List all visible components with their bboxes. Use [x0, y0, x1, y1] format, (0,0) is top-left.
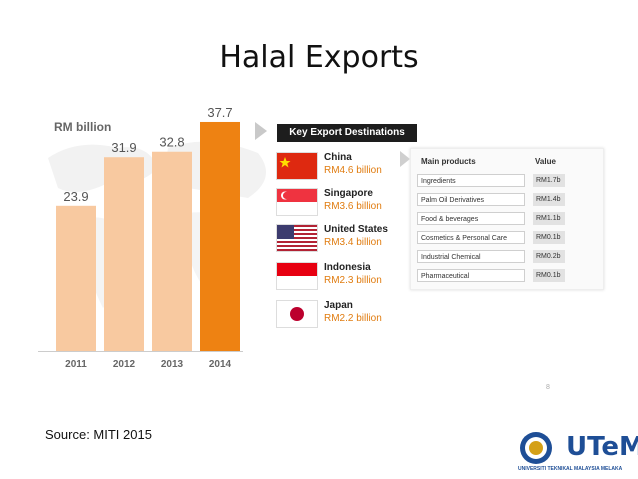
product-value: RM0.1b [533, 231, 565, 244]
x-tick-label-2012: 2012 [113, 359, 136, 370]
products-table: Main products Value Ingredients RM1.7b P… [410, 148, 604, 290]
table-row: Palm Oil Derivatives RM1.4b [417, 193, 599, 207]
product-name: Ingredients [417, 174, 525, 187]
data-label-2013: 32.8 [159, 135, 184, 150]
destination-japan: Japan RM2.2 billion [276, 300, 436, 330]
destination-country: China [324, 152, 352, 163]
table-row: Ingredients RM1.7b [417, 174, 599, 188]
data-label-2012: 31.9 [111, 140, 136, 155]
bar-2014 [200, 121, 240, 351]
data-label-2014: 37.7 [207, 108, 232, 120]
table-row: Industrial Chemical RM0.2b [417, 250, 599, 264]
table-row: Cosmetics & Personal Care RM0.1b [417, 231, 599, 245]
utem-logo: UTeM UNIVERSITI TEKNIKAL MALAYSIA MELAKA [516, 430, 638, 476]
destination-united-states: United States RM3.4 billion [276, 224, 436, 254]
infographic-panel: RM billion 23.9 2011 31.9 2012 32.8 2013 37.7 2… [38, 108, 604, 398]
product-value: RM0.2b [533, 250, 565, 263]
bar-chart: 23.9 2011 31.9 2012 32.8 2013 37.7 2014 [38, 108, 243, 370]
bar-2012 [104, 157, 144, 351]
product-value: RM1.7b [533, 174, 565, 187]
university-crest-icon [520, 432, 552, 464]
destination-value: RM2.2 billion [324, 313, 382, 324]
bar-2011 [56, 205, 96, 351]
x-tick-label-2013: 2013 [161, 359, 184, 370]
destination-country: Japan [324, 300, 353, 311]
destination-value: RM3.4 billion [324, 237, 382, 248]
destination-singapore: Singapore RM3.6 billion [276, 188, 436, 218]
destination-country: Indonesia [324, 262, 371, 273]
product-value: RM0.1b [533, 269, 565, 282]
y-axis-unit-label: RM billion [54, 120, 112, 134]
bar-2013 [152, 151, 192, 351]
product-name: Pharmaceutical [417, 269, 525, 282]
destination-country: United States [324, 224, 388, 235]
product-value: RM1.4b [533, 193, 565, 206]
products-header-product: Main products [421, 157, 476, 166]
destinations-heading: Key Export Destinations [277, 124, 417, 142]
page-number: 8 [546, 384, 550, 391]
japan-flag-icon [276, 300, 318, 328]
destination-indonesia: Indonesia RM2.3 billion [276, 262, 436, 292]
product-name: Food & beverages [417, 212, 525, 225]
destination-value: RM3.6 billion [324, 201, 382, 212]
data-label-2011: 23.9 [63, 189, 88, 204]
x-tick-label-2014: 2014 [209, 359, 232, 370]
arrow-icon [255, 122, 267, 140]
destination-country: Singapore [324, 188, 373, 199]
product-name: Palm Oil Derivatives [417, 193, 525, 206]
product-name: Industrial Chemical [417, 250, 525, 263]
destination-value: RM2.3 billion [324, 275, 382, 286]
slide-title: Halal Exports [219, 40, 419, 75]
logo-subtitle: UNIVERSITI TEKNIKAL MALAYSIA MELAKA [518, 466, 623, 472]
china-flag-icon [276, 152, 318, 180]
product-name: Cosmetics & Personal Care [417, 231, 525, 244]
destination-value: RM4.6 billion [324, 165, 382, 176]
products-header-value: Value [535, 157, 556, 166]
table-row: Pharmaceutical RM0.1b [417, 269, 599, 283]
indonesia-flag-icon [276, 262, 318, 290]
x-tick-label-2011: 2011 [65, 359, 87, 370]
source-note: Source: MITI 2015 [45, 427, 152, 442]
destination-china: China RM4.6 billion [276, 152, 436, 182]
arrow-icon [400, 151, 410, 167]
singapore-flag-icon [276, 188, 318, 216]
product-value: RM1.1b [533, 212, 565, 225]
table-row: Food & beverages RM1.1b [417, 212, 599, 226]
us-flag-icon [276, 224, 318, 252]
logo-text: UTeM [566, 432, 638, 462]
